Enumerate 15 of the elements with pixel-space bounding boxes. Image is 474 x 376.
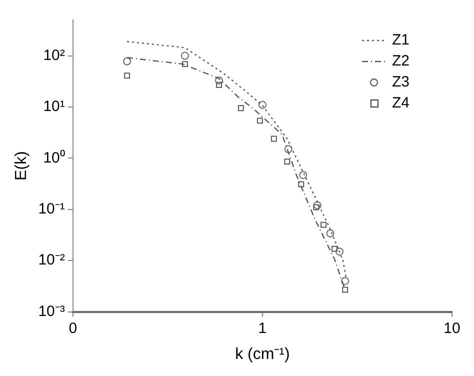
y-axis-title: E(k) (13, 151, 30, 181)
y-tick-label: 10⁻¹ (38, 200, 65, 218)
x-axis-title: k (cm⁻¹) (235, 346, 290, 363)
y-tick-label: 10⁻² (38, 252, 65, 269)
x-tick-label: 0 (68, 320, 78, 337)
x-tick-label: 1 (258, 320, 267, 337)
y-tick-label: 10⁰ (43, 149, 65, 166)
legend-label: Z1 (392, 32, 410, 49)
legend-label: Z2 (392, 52, 410, 70)
y-tick-label: 10² (43, 46, 65, 64)
legend-label: Z3 (392, 74, 410, 91)
y-tick-label: 10⁻³ (38, 302, 65, 320)
legend-label: Z4 (392, 94, 410, 112)
y-tick-label: 10¹ (43, 98, 65, 116)
x-tick-label: 10 (444, 320, 460, 337)
